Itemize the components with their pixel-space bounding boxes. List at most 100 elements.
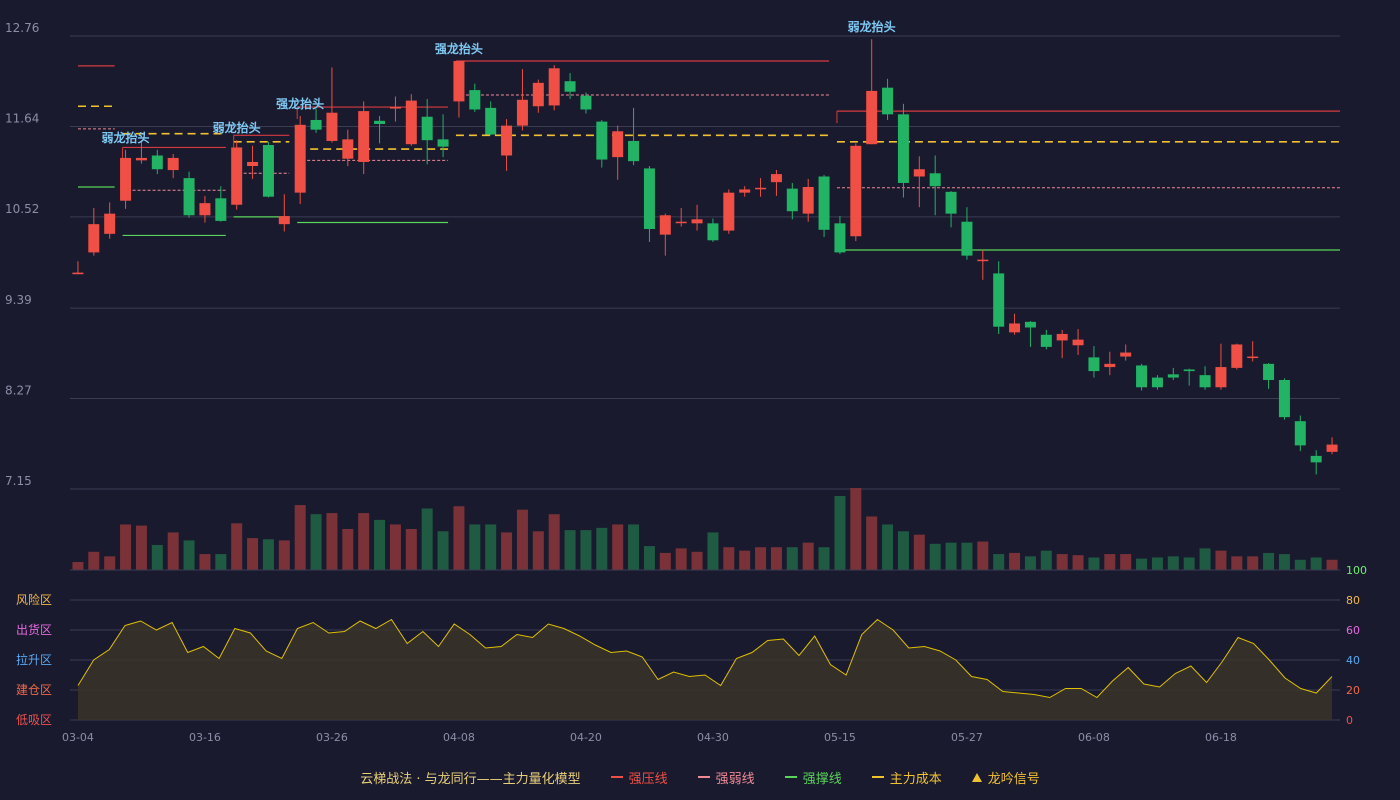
legend-label: 强撑线 (802, 771, 842, 787)
candle-body (1199, 375, 1211, 388)
volume-bar (850, 488, 862, 570)
candle-body (675, 221, 687, 224)
candle-body (1310, 455, 1322, 463)
volume-bar (183, 540, 195, 570)
legend-label: 主力成本 (889, 771, 942, 787)
volume-bar (1056, 554, 1068, 570)
candle-body (199, 203, 211, 216)
signal-annotation: 弱龙抬头 (848, 19, 896, 34)
candle-body (961, 221, 973, 256)
volume-bar (437, 531, 449, 570)
candle-body (262, 145, 274, 197)
candle-body (342, 139, 354, 159)
volume-bar (1310, 557, 1322, 570)
indicator-tick-label: 40 (1346, 654, 1360, 667)
candle-body (231, 147, 243, 205)
candle-body (310, 119, 322, 130)
volume-bar (247, 538, 259, 570)
candle-body (548, 68, 560, 106)
volume-bar (707, 532, 719, 570)
zone-label: 建仓区 (16, 683, 52, 697)
volume-bar (532, 531, 544, 570)
volume-bar (389, 524, 401, 570)
price-tick-label: 10.52 (5, 202, 39, 216)
legend-item-strong-support[interactable]: 强撑线 (784, 768, 842, 787)
candle-body (278, 216, 290, 225)
indicator-tick-label: 100 (1346, 564, 1367, 577)
volume-bar (1136, 558, 1148, 570)
x-tick-label: 06-08 (1078, 731, 1110, 744)
x-tick-label: 04-08 (443, 731, 475, 744)
candle-body (834, 223, 846, 253)
volume-bar (834, 495, 846, 570)
x-tick-label: 06-18 (1205, 731, 1237, 744)
candle-body (437, 139, 449, 147)
volume-bar (1183, 557, 1195, 570)
volume-bar (405, 529, 417, 570)
volume-bar (262, 539, 274, 570)
volume-bar (866, 516, 878, 570)
volume-bar (294, 505, 306, 570)
candle-body (120, 157, 132, 201)
volume-bar (1215, 550, 1227, 570)
candle-body (1088, 357, 1100, 372)
candle-body (596, 121, 608, 160)
candle-body (453, 61, 465, 102)
legend-item-weak-pressure[interactable]: 强弱线 (697, 768, 755, 787)
volume-bar (802, 542, 814, 570)
candlestick-chart: 12.7611.6410.529.398.277.15弱龙抬头弱龙抬头强龙抬头强… (5, 19, 1367, 744)
candle-body (643, 168, 655, 229)
volume-bar (612, 524, 624, 570)
volume-bar (1120, 554, 1132, 570)
candle-body (1009, 323, 1021, 333)
volume-bar (961, 542, 973, 570)
legend-item-dragon-signal[interactable]: 龙吟信号 (971, 768, 1040, 787)
solid-line-icon (784, 776, 797, 778)
candle-body (707, 223, 719, 241)
x-tick-label: 04-20 (570, 731, 602, 744)
volume-bar (643, 546, 655, 570)
volume-bar (199, 554, 211, 570)
volume-bar (580, 530, 592, 570)
volume-bar (120, 524, 132, 570)
legend-title-text: 云梯战法 · 与龙同行——主力量化模型 (360, 771, 581, 787)
volume-bar (1151, 557, 1163, 570)
x-tick-label: 04-30 (697, 731, 729, 744)
volume-bar (882, 524, 894, 570)
volume-bar (516, 509, 528, 570)
candle-body (929, 173, 941, 187)
signal-annotation: 弱龙抬头 (213, 120, 261, 135)
candle-body (1120, 352, 1132, 357)
candle-body (215, 198, 227, 221)
volume-bar (72, 562, 84, 570)
legend-item-main-cost[interactable]: 主力成本 (871, 768, 942, 787)
dashed-line-icon (871, 776, 884, 778)
volume-bar (104, 556, 116, 570)
zone-label: 低吸区 (16, 713, 52, 727)
volume-bar (1104, 554, 1116, 570)
candle-body (739, 189, 751, 193)
x-tick-label: 03-16 (189, 731, 221, 744)
candle-body (1040, 334, 1052, 347)
candle-body (421, 116, 433, 141)
candle-body (1183, 369, 1195, 372)
candle-body (72, 272, 84, 275)
legend-label: 强压线 (628, 771, 668, 787)
legend-item-strong-pressure[interactable]: 强压线 (610, 768, 668, 787)
candle-body (1278, 379, 1290, 418)
indicator-tick-label: 60 (1346, 624, 1360, 637)
chart-legend: 云梯战法 · 与龙同行——主力量化模型 强压线 强弱线 强撑线 主力成本 龙吟信… (0, 766, 1400, 788)
candle-body (358, 111, 370, 162)
volume-bar (755, 547, 767, 570)
volume-bar (374, 519, 386, 570)
candle-body (1294, 421, 1306, 446)
volume-bar (1199, 548, 1211, 570)
volume-bar (215, 554, 227, 570)
volume-bar (1024, 556, 1036, 570)
indicator-area (78, 619, 1332, 720)
volume-bar (1040, 550, 1052, 570)
candle-body (485, 107, 497, 135)
volume-bar (485, 524, 497, 570)
indicator-tick-label: 0 (1346, 714, 1353, 727)
candle-body (882, 87, 894, 115)
